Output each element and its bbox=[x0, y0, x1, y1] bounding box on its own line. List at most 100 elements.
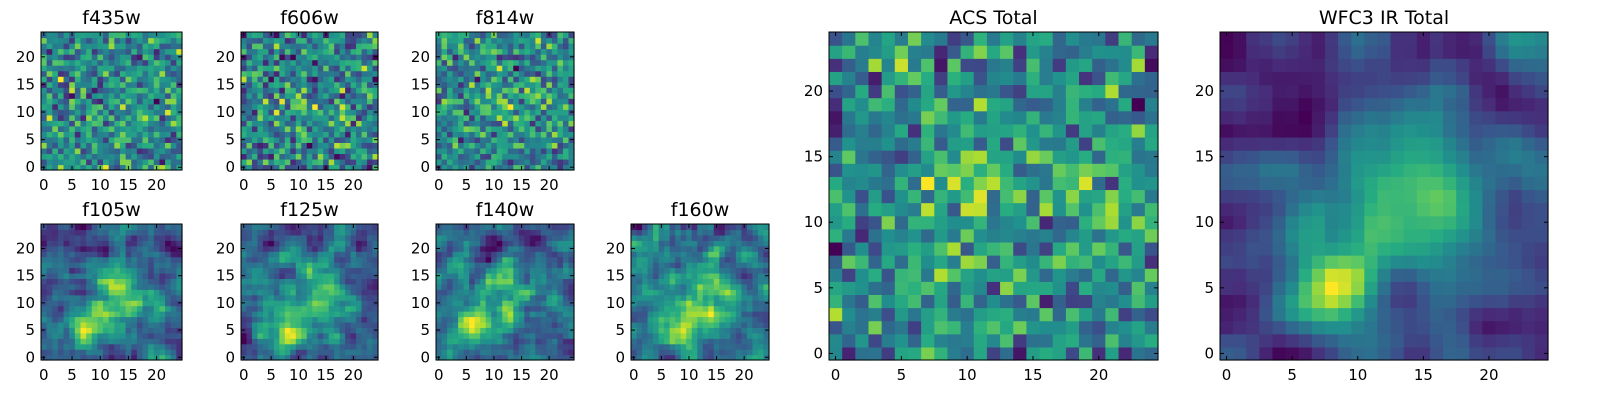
heatmap-cell bbox=[284, 131, 291, 138]
heatmap-cell bbox=[41, 65, 48, 72]
heatmap-cell bbox=[52, 131, 59, 138]
heatmap-cell bbox=[268, 338, 275, 345]
heatmap-cell bbox=[63, 229, 70, 236]
heatmap-cell bbox=[306, 305, 313, 312]
heatmap-cell bbox=[153, 305, 161, 312]
heatmap-cell bbox=[469, 338, 476, 345]
heatmap-cell bbox=[46, 327, 53, 334]
heatmap-cell bbox=[148, 153, 155, 160]
heatmap-cell bbox=[241, 37, 248, 44]
heatmap-cell bbox=[441, 98, 448, 105]
heatmap-cell bbox=[447, 142, 454, 149]
heatmap-cell bbox=[246, 70, 253, 77]
heatmap-cell bbox=[540, 59, 547, 66]
heatmap-cell bbox=[480, 59, 487, 66]
heatmap-cell bbox=[719, 289, 726, 296]
heatmap-cell bbox=[496, 332, 503, 339]
heatmap-cell bbox=[361, 32, 368, 39]
heatmap-cell bbox=[496, 43, 503, 50]
heatmap-cell bbox=[153, 92, 161, 99]
heatmap-cell bbox=[485, 98, 492, 105]
heatmap-cell bbox=[513, 76, 520, 83]
heatmap-cell bbox=[491, 125, 498, 132]
heatmap-cell bbox=[507, 262, 514, 269]
heatmap-cell bbox=[1039, 281, 1054, 295]
heatmap-cell bbox=[246, 283, 253, 290]
heatmap-cell bbox=[323, 251, 330, 258]
heatmap-cell bbox=[103, 164, 110, 171]
heatmap-cell bbox=[562, 262, 570, 269]
heatmap-cell bbox=[447, 136, 454, 143]
heatmap-cell bbox=[41, 87, 48, 94]
heatmap-cell bbox=[165, 305, 172, 312]
heatmap-cell bbox=[91, 262, 98, 269]
heatmap-cell bbox=[513, 109, 520, 116]
heatmap-cell bbox=[447, 305, 454, 312]
heatmap-cell bbox=[907, 202, 922, 217]
heatmap-cell bbox=[441, 147, 448, 155]
heatmap-cell bbox=[367, 142, 374, 149]
heatmap-cell bbox=[97, 251, 104, 258]
heatmap-cell bbox=[524, 65, 531, 72]
y-tick-label: 15 bbox=[16, 267, 35, 285]
heatmap-cell bbox=[702, 311, 709, 318]
heatmap-cell bbox=[535, 48, 542, 55]
heatmap-cell bbox=[691, 338, 698, 345]
heatmap-cell bbox=[125, 147, 132, 155]
heatmap-cell bbox=[691, 224, 698, 231]
heatmap-cell bbox=[502, 240, 509, 247]
heatmap-cell bbox=[372, 234, 379, 241]
heatmap-cell bbox=[664, 305, 671, 312]
heatmap-cell bbox=[361, 81, 368, 88]
heatmap-cell bbox=[669, 234, 676, 241]
heatmap-cell bbox=[312, 245, 319, 252]
heatmap-cell bbox=[63, 158, 70, 166]
heatmap-cell bbox=[46, 65, 53, 72]
heatmap-cell bbox=[97, 289, 104, 296]
heatmap-cell bbox=[176, 343, 183, 350]
heatmap-cell bbox=[568, 283, 575, 290]
heatmap-cell bbox=[148, 240, 155, 247]
heatmap-cell bbox=[463, 131, 470, 138]
heatmap-cell bbox=[69, 289, 76, 296]
heatmap-cell bbox=[367, 76, 374, 83]
heatmap-cell bbox=[176, 147, 183, 155]
heatmap-cell bbox=[636, 321, 643, 328]
heatmap-cell bbox=[568, 256, 575, 263]
heatmap-cell bbox=[557, 343, 564, 350]
heatmap-cell bbox=[295, 289, 302, 296]
heatmap-cell bbox=[1092, 255, 1106, 269]
heatmap-cell bbox=[356, 131, 363, 138]
heatmap-cell bbox=[153, 70, 161, 77]
heatmap-cell bbox=[557, 65, 564, 72]
heatmap-cell bbox=[153, 158, 161, 166]
heatmap-cell bbox=[131, 87, 138, 94]
heatmap-cell bbox=[356, 43, 363, 50]
heatmap-cell bbox=[103, 267, 110, 274]
heatmap-cell bbox=[317, 343, 324, 350]
heatmap-cell bbox=[41, 43, 48, 50]
heatmap-cell bbox=[562, 240, 570, 247]
heatmap-cell bbox=[108, 81, 115, 88]
heatmap-cell bbox=[119, 267, 127, 274]
heatmap-cell bbox=[496, 131, 503, 138]
heatmap-cell bbox=[452, 278, 459, 285]
heatmap-cell bbox=[295, 267, 302, 274]
heatmap-cell bbox=[257, 305, 264, 312]
heatmap-cell bbox=[480, 332, 487, 339]
heatmap-cell bbox=[367, 343, 374, 350]
heatmap-cell bbox=[1131, 202, 1146, 217]
heatmap-cell bbox=[312, 289, 319, 296]
heatmap-cell bbox=[546, 125, 553, 132]
heatmap-cell bbox=[529, 32, 536, 39]
heatmap-cell bbox=[306, 164, 313, 171]
heatmap-cell bbox=[524, 32, 531, 39]
heatmap-cell bbox=[97, 147, 104, 155]
heatmap-cell bbox=[485, 32, 492, 39]
heatmap-cell bbox=[551, 98, 559, 105]
heatmap-cell bbox=[540, 338, 547, 345]
heatmap-cell bbox=[136, 256, 144, 263]
heatmap-cell bbox=[367, 332, 374, 339]
heatmap-cell bbox=[317, 272, 324, 279]
heatmap-cell bbox=[170, 321, 177, 328]
